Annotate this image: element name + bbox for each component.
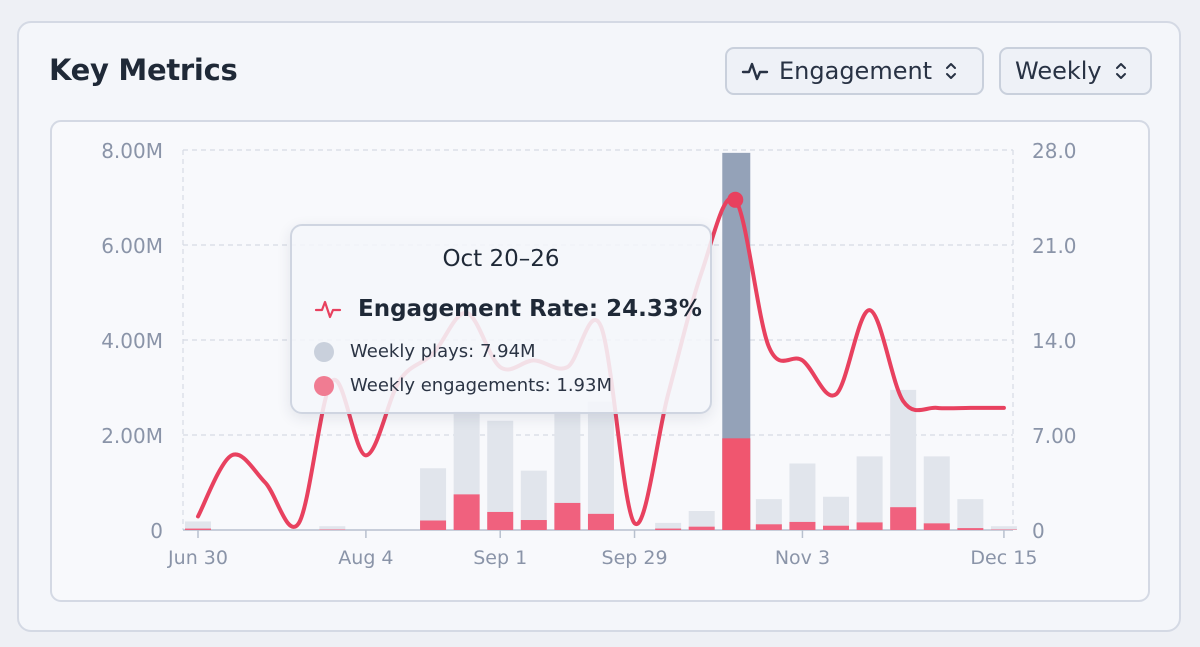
engagement-bar <box>185 528 211 530</box>
plays-bar <box>688 511 715 530</box>
x-tick-label: Aug 4 <box>338 547 393 569</box>
y-left-tick-label: 4.00M <box>101 329 163 353</box>
y-right-tick-label: 14.0 <box>1032 329 1077 353</box>
tooltip-weekly-engagements-text: Weekly engagements: 1.93M <box>350 375 612 396</box>
plays-bar <box>319 526 346 530</box>
tooltip-weekly-engagements: Weekly engagements: 1.93M <box>314 375 612 396</box>
engagement-bar <box>823 525 850 530</box>
tooltip-engagement-rate: Engagement Rate: 24.33% <box>314 296 702 322</box>
tooltip-weekly-plays-text: Weekly plays: 7.94M <box>350 341 536 362</box>
activity-pulse-icon <box>741 62 769 81</box>
y-right-tick-label: 21.0 <box>1032 234 1077 258</box>
chevron-up-down-icon <box>946 63 957 79</box>
engagement-bar <box>655 528 682 530</box>
y-right-tick-label: 7.00 <box>1032 424 1077 448</box>
engagement-bar <box>554 502 581 530</box>
plays-bar <box>856 456 883 530</box>
engagement-bar <box>587 513 614 530</box>
plays-bar <box>957 499 984 530</box>
y-left-tick-label: 2.00M <box>101 424 163 448</box>
y-left-tick-label: 6.00M <box>101 234 163 258</box>
engagement-bar <box>923 523 950 530</box>
y-right-tick-label: 28.0 <box>1032 139 1077 163</box>
y-left-tick-label: 0 <box>150 519 163 543</box>
tooltip-date: Oct 20–26 <box>442 246 560 272</box>
engagement-bar <box>520 520 547 530</box>
card-title: Key Metrics <box>49 53 238 87</box>
plays-bar <box>789 463 816 530</box>
x-tick-label: Dec 15 <box>970 547 1037 569</box>
engagements-legend-dot <box>314 375 334 396</box>
chevron-up-down-icon <box>1115 63 1126 79</box>
metric-select[interactable]: Engagement <box>725 47 984 95</box>
y-right-tick-label: 0 <box>1032 519 1045 543</box>
period-select[interactable]: Weekly <box>999 47 1152 95</box>
x-tick-label: Sep 29 <box>602 547 668 569</box>
x-tick-label: Jun 30 <box>167 547 228 569</box>
plays-bar <box>185 521 211 530</box>
x-tick-label: Nov 3 <box>775 547 830 569</box>
engagement-bar <box>453 494 480 530</box>
plays-bar <box>655 522 682 530</box>
engagement-bar <box>755 524 782 530</box>
engagement-bar <box>789 521 816 530</box>
plays-bar <box>420 468 447 530</box>
y-left-tick-label: 8.00M <box>101 139 163 163</box>
plays-bar <box>823 496 850 530</box>
metric-select-label: Engagement <box>779 57 933 85</box>
tooltip-engagement-rate-text: Engagement Rate: 24.33% <box>358 296 702 322</box>
plays-bar <box>587 401 614 530</box>
plays-bar <box>487 420 514 530</box>
chart-tooltip: Oct 20–26 Engagement Rate: 24.33% Weekly… <box>290 224 712 414</box>
x-tick-label: Sep 1 <box>473 547 527 569</box>
engagement-bar <box>890 507 917 530</box>
engagement-bar <box>487 511 514 530</box>
engagement-bar <box>688 526 715 530</box>
plays-bar <box>923 456 950 530</box>
plays-bar <box>890 389 917 530</box>
plays-bar <box>990 526 1017 530</box>
engagement-bar <box>722 438 751 530</box>
period-select-label: Weekly <box>1015 57 1102 85</box>
engagement-bar <box>957 528 984 530</box>
highlight-point <box>727 191 744 208</box>
tooltip-weekly-plays: Weekly plays: 7.94M <box>314 341 536 362</box>
engagement-bar <box>856 522 883 530</box>
activity-pulse-icon <box>314 300 342 319</box>
engagement-bar <box>420 520 447 530</box>
plays-legend-dot <box>314 341 334 362</box>
